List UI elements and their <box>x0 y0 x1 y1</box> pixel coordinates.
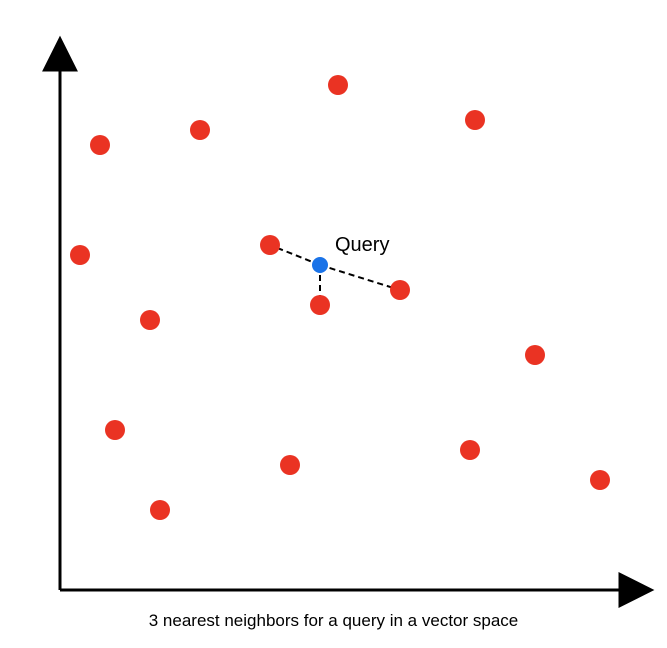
data-point <box>260 235 280 255</box>
data-point <box>390 280 410 300</box>
scatter-plot: Query 3 nearest neighbors for a query in … <box>0 0 667 648</box>
data-point <box>465 110 485 130</box>
data-point <box>328 75 348 95</box>
chart-caption: 3 nearest neighbors for a query in a vec… <box>149 611 519 630</box>
data-point <box>310 295 330 315</box>
knn-diagram: Query 3 nearest neighbors for a query in … <box>0 0 667 648</box>
data-point <box>140 310 160 330</box>
data-point <box>190 120 210 140</box>
data-point <box>590 470 610 490</box>
data-point <box>90 135 110 155</box>
query-label: Query <box>335 234 389 256</box>
data-point <box>105 420 125 440</box>
data-point <box>70 245 90 265</box>
query-point <box>312 257 328 273</box>
data-point <box>150 500 170 520</box>
data-point <box>280 455 300 475</box>
data-point <box>460 440 480 460</box>
data-point <box>525 345 545 365</box>
